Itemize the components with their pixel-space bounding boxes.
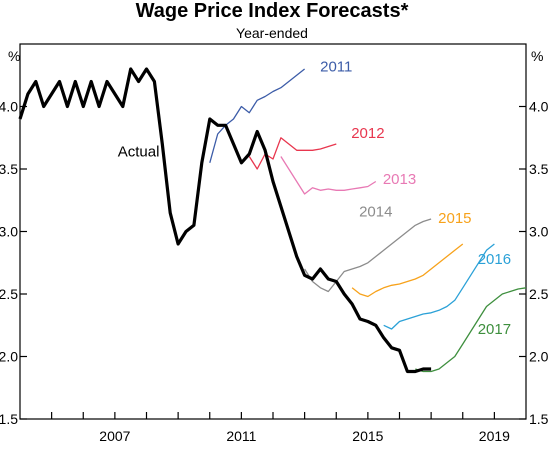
- x-axis-ticks: 2007 2011 2015 2019: [51, 412, 510, 444]
- x-tick-label: 2015: [352, 428, 383, 444]
- y-tick-label-left: 4.0: [0, 99, 18, 115]
- y-tick-label-right: 1.5: [529, 411, 549, 427]
- series-label-2013: 2013: [383, 171, 416, 188]
- series-label-2012: 2012: [351, 125, 384, 142]
- y-tick-label-right: 2.5: [529, 286, 549, 302]
- y-tick-label-left: 3.0: [0, 224, 18, 240]
- series-label-2016: 2016: [478, 251, 511, 268]
- series-labels: Actual 2011 2012 2013 2014 2015 2016 2017: [118, 59, 511, 339]
- y-tick-label-left: 1.5: [0, 411, 18, 427]
- y-tick-label-left: 3.5: [0, 161, 18, 177]
- series-line-2012: [248, 137, 337, 170]
- x-tick-label: 2019: [479, 428, 510, 444]
- y-tick-label-right: 3.5: [529, 161, 549, 177]
- y-axis-ticks: 1.5 1.5 2.0 2.0 2.5 2.5 3.0 3.0 3.5 3.5 4.0 4.0: [0, 99, 549, 428]
- series-label-2017: 2017: [478, 321, 511, 338]
- series-line-2014: [304, 218, 432, 293]
- x-tick-label: 2011: [226, 428, 256, 444]
- left-unit-label: %: [8, 48, 20, 64]
- right-unit-label: %: [531, 48, 543, 64]
- series-label-2011: 2011: [320, 59, 352, 76]
- y-tick-label-right: 3.0: [529, 224, 549, 240]
- x-tick-label: 2007: [99, 428, 130, 444]
- series-line-2011: [209, 68, 306, 163]
- series-line-2015: [351, 243, 464, 298]
- series-line-2017: [415, 287, 527, 373]
- series-line-2013: [280, 156, 377, 195]
- chart-title: Wage Price Index Forecasts*: [136, 0, 409, 22]
- series-label-2015: 2015: [438, 210, 471, 227]
- series-line-actual: [18, 67, 432, 374]
- y-tick-label-left: 2.0: [0, 349, 18, 365]
- y-tick-label-right: 4.0: [529, 99, 549, 115]
- series-label-actual: Actual: [118, 144, 160, 161]
- series-lines: [18, 67, 527, 374]
- series-line-2016: [383, 243, 495, 330]
- y-tick-label-right: 2.0: [529, 349, 549, 365]
- series-label-2014: 2014: [359, 204, 392, 221]
- y-tick-label-left: 2.5: [0, 286, 18, 302]
- chart-subtitle: Year-ended: [236, 25, 308, 41]
